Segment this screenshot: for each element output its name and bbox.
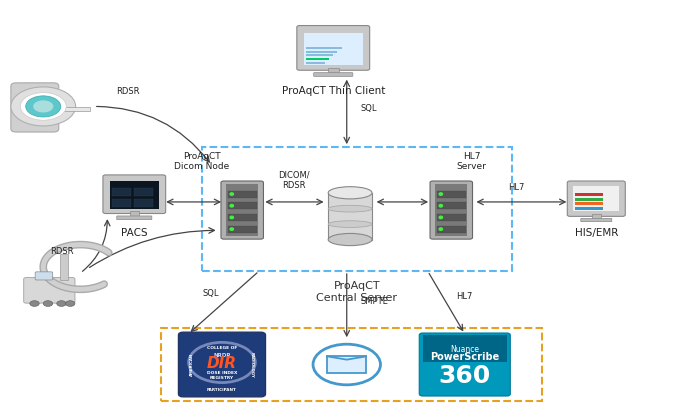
Ellipse shape: [439, 228, 443, 230]
Circle shape: [33, 101, 53, 112]
Ellipse shape: [328, 221, 372, 227]
FancyBboxPatch shape: [575, 202, 602, 206]
FancyBboxPatch shape: [575, 198, 602, 201]
FancyBboxPatch shape: [297, 26, 370, 70]
Circle shape: [20, 93, 66, 120]
Ellipse shape: [230, 193, 233, 195]
FancyBboxPatch shape: [306, 47, 341, 49]
Circle shape: [44, 301, 52, 307]
Text: PowerScribe: PowerScribe: [430, 352, 499, 362]
FancyBboxPatch shape: [228, 226, 257, 233]
Text: RDSR: RDSR: [50, 247, 73, 256]
FancyBboxPatch shape: [581, 218, 612, 222]
FancyBboxPatch shape: [117, 216, 152, 220]
Ellipse shape: [328, 234, 372, 246]
FancyBboxPatch shape: [306, 58, 329, 60]
FancyBboxPatch shape: [130, 211, 139, 218]
FancyBboxPatch shape: [112, 199, 131, 207]
Text: ProAqCT
Central Server: ProAqCT Central Server: [316, 281, 397, 303]
FancyBboxPatch shape: [420, 333, 510, 396]
Text: Nuance: Nuance: [450, 344, 479, 353]
Text: HL7
Server: HL7 Server: [456, 152, 486, 171]
Text: 360: 360: [439, 364, 491, 388]
Circle shape: [56, 301, 66, 307]
FancyBboxPatch shape: [422, 335, 507, 362]
FancyBboxPatch shape: [178, 332, 265, 397]
FancyBboxPatch shape: [437, 226, 466, 233]
FancyBboxPatch shape: [60, 253, 68, 280]
FancyBboxPatch shape: [430, 181, 473, 239]
Text: SQL: SQL: [202, 289, 219, 298]
Text: RADIOLOGY: RADIOLOGY: [250, 351, 254, 377]
FancyBboxPatch shape: [327, 356, 366, 372]
Text: PACS: PACS: [121, 228, 148, 239]
FancyBboxPatch shape: [134, 188, 153, 197]
Text: HL7: HL7: [509, 183, 525, 192]
Text: DIR: DIR: [207, 356, 237, 371]
Ellipse shape: [230, 228, 233, 230]
Text: ProAqCT
Dicom Node: ProAqCT Dicom Node: [174, 152, 229, 171]
FancyBboxPatch shape: [575, 193, 602, 197]
Ellipse shape: [439, 204, 443, 207]
Text: HL7: HL7: [456, 292, 473, 301]
FancyBboxPatch shape: [435, 184, 467, 236]
FancyBboxPatch shape: [35, 272, 52, 280]
FancyBboxPatch shape: [24, 278, 75, 303]
Text: RDSR: RDSR: [116, 87, 139, 96]
FancyBboxPatch shape: [228, 214, 257, 221]
Text: PARTICIPANT: PARTICIPANT: [207, 388, 237, 392]
FancyBboxPatch shape: [103, 175, 166, 213]
Ellipse shape: [439, 193, 443, 195]
FancyBboxPatch shape: [228, 191, 257, 198]
Text: ProAqCT Thin Client: ProAqCT Thin Client: [282, 86, 385, 96]
Text: NRDR: NRDR: [213, 353, 231, 358]
Circle shape: [30, 301, 39, 307]
Text: AMERICAN: AMERICAN: [190, 353, 194, 376]
Text: REGISTRY: REGISTRY: [210, 375, 234, 379]
Ellipse shape: [439, 216, 443, 219]
FancyBboxPatch shape: [109, 181, 159, 208]
FancyBboxPatch shape: [11, 83, 58, 132]
FancyBboxPatch shape: [592, 214, 601, 220]
Circle shape: [11, 87, 75, 126]
FancyBboxPatch shape: [567, 181, 626, 216]
FancyBboxPatch shape: [328, 68, 339, 74]
Text: HIS/EMR: HIS/EMR: [575, 228, 618, 239]
FancyBboxPatch shape: [306, 62, 324, 64]
Ellipse shape: [328, 187, 372, 199]
FancyBboxPatch shape: [575, 206, 602, 210]
FancyBboxPatch shape: [306, 54, 333, 56]
FancyBboxPatch shape: [437, 202, 466, 209]
Text: COLLEGE OF: COLLEGE OF: [207, 346, 237, 350]
FancyBboxPatch shape: [228, 202, 257, 209]
Ellipse shape: [230, 216, 233, 219]
Text: SMPTE: SMPTE: [360, 297, 388, 306]
FancyBboxPatch shape: [303, 33, 363, 66]
FancyBboxPatch shape: [328, 193, 372, 239]
FancyBboxPatch shape: [221, 181, 263, 239]
FancyBboxPatch shape: [44, 107, 90, 111]
FancyBboxPatch shape: [226, 184, 258, 236]
FancyBboxPatch shape: [112, 188, 131, 197]
Circle shape: [313, 344, 381, 385]
Circle shape: [65, 301, 75, 307]
FancyBboxPatch shape: [573, 186, 619, 211]
Circle shape: [26, 96, 61, 117]
Ellipse shape: [230, 204, 233, 207]
Text: SQL: SQL: [360, 104, 377, 113]
FancyBboxPatch shape: [306, 51, 337, 53]
FancyBboxPatch shape: [134, 199, 153, 207]
FancyBboxPatch shape: [437, 214, 466, 221]
FancyBboxPatch shape: [313, 73, 353, 76]
Text: DOSE INDEX: DOSE INDEX: [207, 372, 237, 375]
Ellipse shape: [328, 205, 372, 212]
Text: DICOM/
RDSR: DICOM/ RDSR: [278, 170, 310, 190]
FancyBboxPatch shape: [437, 191, 466, 198]
